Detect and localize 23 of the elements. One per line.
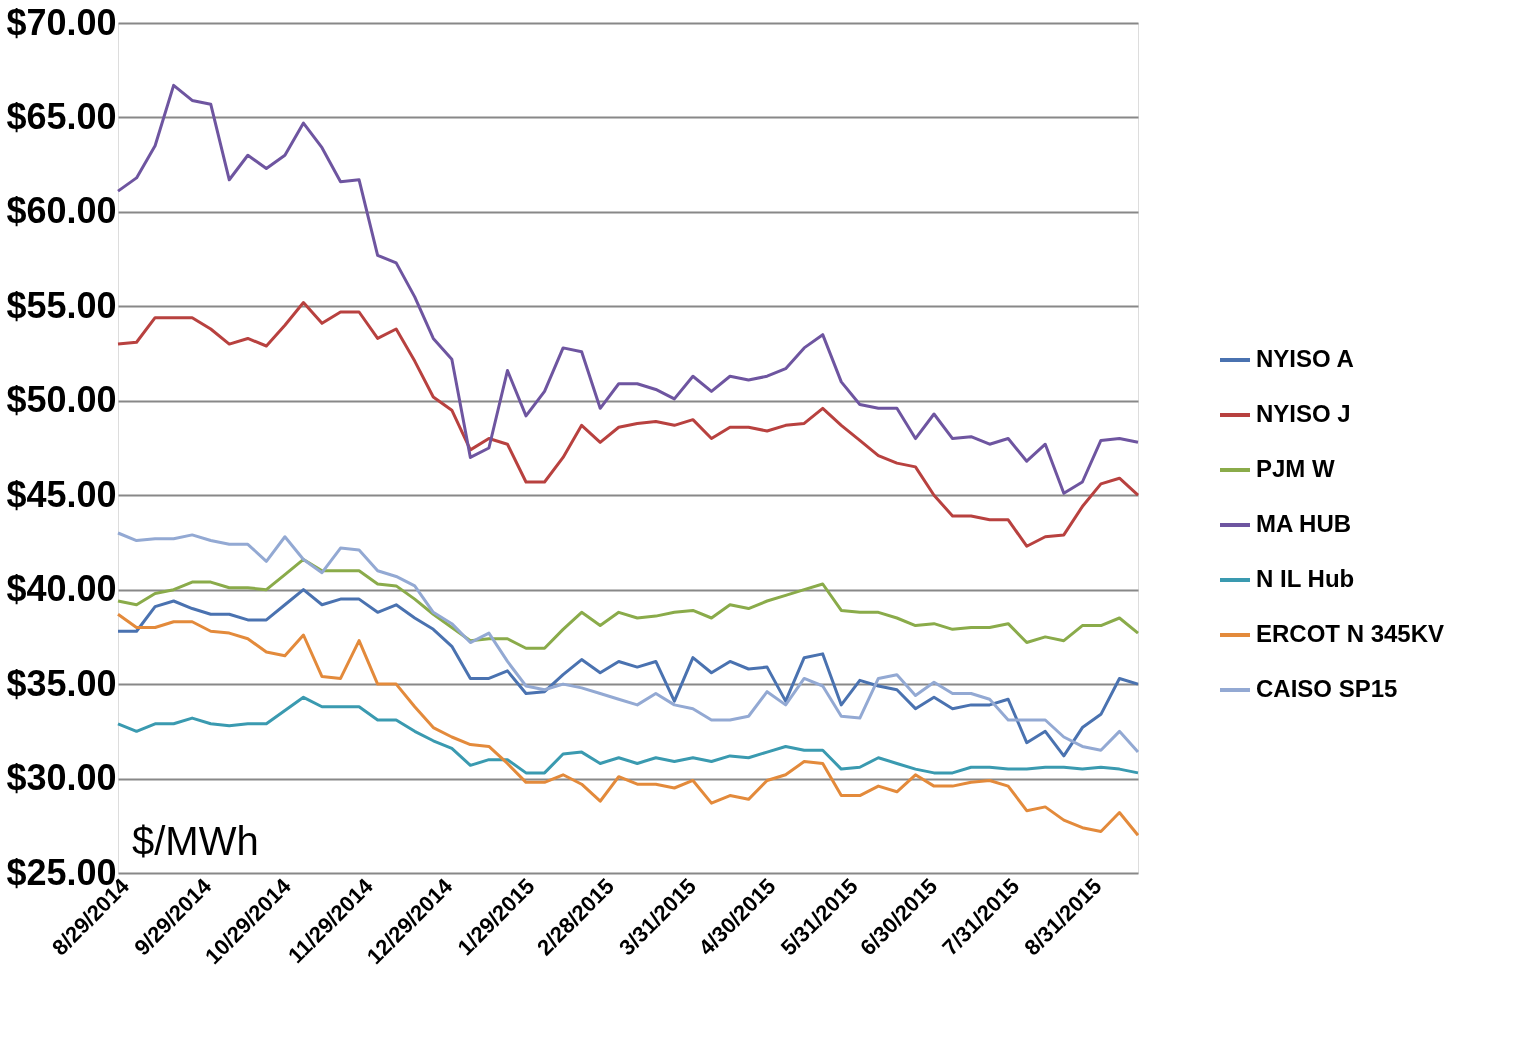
line-series	[116, 83, 1140, 495]
line-series	[116, 557, 1140, 650]
legend-label: NYISO J	[1256, 400, 1351, 427]
y-tick-label: $35.00	[6, 662, 117, 704]
y-tick-label: $55.00	[6, 284, 117, 326]
y-tick-label: $65.00	[6, 95, 117, 137]
line-series	[116, 531, 1140, 754]
y-tick-label: $60.00	[6, 190, 117, 232]
y-tick-label: $40.00	[6, 568, 117, 610]
annotation: $/MWh	[132, 819, 259, 863]
legend-label: N IL Hub	[1256, 565, 1355, 592]
y-tick-label: $50.00	[6, 379, 117, 421]
legend-label: ERCOT N 345KV	[1256, 620, 1445, 647]
line-series	[116, 695, 1140, 775]
y-tick-label: $30.00	[6, 757, 117, 799]
legend-label: PJM W	[1256, 455, 1336, 482]
legend-label: CAISO SP15	[1256, 675, 1398, 702]
legend-label: MA HUB	[1256, 510, 1352, 537]
y-tick-label: $45.00	[6, 473, 117, 515]
legend-label: NYISO A	[1256, 345, 1354, 372]
y-tick-label: $70.00	[6, 1, 117, 43]
line-series	[116, 588, 1140, 758]
line-series	[116, 301, 1140, 548]
